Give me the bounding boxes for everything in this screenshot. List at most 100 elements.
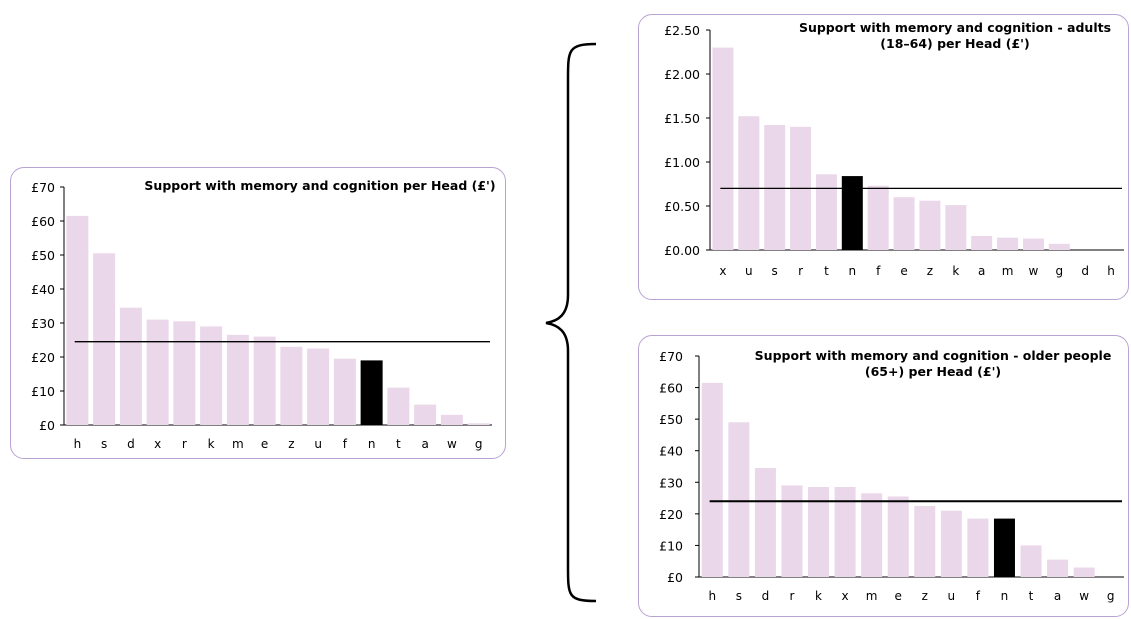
x-tick-label: t bbox=[396, 437, 401, 451]
x-tick-label: z bbox=[927, 264, 933, 278]
x-tick-label: f bbox=[976, 589, 981, 603]
x-tick-label: e bbox=[900, 264, 907, 278]
bar-d bbox=[119, 307, 142, 425]
bar-n bbox=[360, 360, 383, 425]
bar-t bbox=[815, 174, 837, 250]
bar-r bbox=[781, 485, 803, 577]
bar-e bbox=[887, 496, 909, 577]
x-tick-label: u bbox=[948, 589, 956, 603]
x-tick-label: g bbox=[1107, 589, 1115, 603]
bar-n bbox=[993, 518, 1015, 577]
y-tick-label: £60 bbox=[659, 381, 683, 396]
y-tick-label: £0 bbox=[667, 570, 683, 585]
bar-h bbox=[701, 382, 723, 577]
x-tick-label: s bbox=[772, 264, 778, 278]
x-tick-label: w bbox=[1079, 589, 1089, 603]
x-tick-label: f bbox=[343, 437, 348, 451]
bar-w bbox=[1022, 238, 1044, 250]
y-tick-label: £0.50 bbox=[664, 199, 700, 214]
bar-a bbox=[414, 404, 437, 425]
y-tick-label: £40 bbox=[659, 444, 683, 459]
bar-u bbox=[307, 348, 330, 425]
x-tick-label: n bbox=[849, 264, 857, 278]
x-tick-label: e bbox=[261, 437, 268, 451]
bar-k bbox=[808, 487, 830, 577]
x-tick-label: z bbox=[288, 437, 294, 451]
x-tick-label: k bbox=[815, 589, 822, 603]
x-tick-label: w bbox=[1029, 264, 1039, 278]
x-tick-label: r bbox=[182, 437, 187, 451]
bar-g bbox=[1048, 243, 1070, 250]
x-tick-label: x bbox=[719, 264, 726, 278]
y-tick-label: £0 bbox=[39, 418, 55, 433]
bar-x bbox=[834, 487, 856, 577]
bar-x bbox=[712, 47, 734, 250]
y-tick-label: £50 bbox=[31, 248, 55, 263]
grouping-bracket bbox=[545, 42, 597, 603]
y-tick-label: £0.00 bbox=[664, 243, 700, 258]
bar-f bbox=[333, 358, 356, 425]
bar-z bbox=[919, 200, 941, 250]
bar-s bbox=[728, 422, 750, 577]
bar-e bbox=[253, 336, 276, 425]
x-tick-label: d bbox=[1081, 264, 1089, 278]
y-tick-label: £1.50 bbox=[664, 111, 700, 126]
x-tick-label: g bbox=[1056, 264, 1064, 278]
chart-title-overall: Support with memory and cognition per He… bbox=[144, 178, 496, 193]
y-tick-label: £10 bbox=[31, 384, 55, 399]
bar-k bbox=[200, 326, 223, 425]
x-tick-label: m bbox=[866, 589, 878, 603]
bar-k bbox=[945, 205, 967, 250]
bar-t bbox=[387, 387, 410, 425]
y-tick-label: £30 bbox=[31, 316, 55, 331]
x-tick-label: k bbox=[952, 264, 959, 278]
x-tick-label: t bbox=[824, 264, 829, 278]
y-tick-label: £1.00 bbox=[664, 155, 700, 170]
x-tick-label: u bbox=[745, 264, 753, 278]
bar-m bbox=[226, 334, 249, 425]
y-tick-label: £50 bbox=[659, 412, 683, 427]
y-tick-label: £60 bbox=[31, 214, 55, 229]
x-tick-label: g bbox=[475, 437, 483, 451]
y-tick-label: £2.50 bbox=[664, 23, 700, 38]
x-tick-label: r bbox=[790, 589, 795, 603]
x-tick-label: a bbox=[421, 437, 428, 451]
bar-e bbox=[893, 197, 915, 250]
x-tick-label: k bbox=[208, 437, 215, 451]
x-tick-label: n bbox=[368, 437, 376, 451]
x-tick-label: m bbox=[1002, 264, 1014, 278]
bar-g bbox=[467, 423, 490, 425]
x-tick-label: u bbox=[314, 437, 322, 451]
bar-w bbox=[1073, 567, 1095, 577]
x-tick-label: h bbox=[1107, 264, 1115, 278]
bar-s bbox=[764, 125, 786, 250]
x-tick-label: z bbox=[922, 589, 928, 603]
y-tick-label: £20 bbox=[659, 507, 683, 522]
y-tick-label: £70 bbox=[31, 180, 55, 195]
y-tick-label: £40 bbox=[31, 282, 55, 297]
x-tick-label: x bbox=[154, 437, 161, 451]
x-tick-label: e bbox=[895, 589, 902, 603]
x-tick-label: d bbox=[127, 437, 135, 451]
bar-a bbox=[971, 235, 993, 250]
x-tick-label: h bbox=[74, 437, 82, 451]
x-tick-label: s bbox=[736, 589, 742, 603]
bar-m bbox=[861, 493, 883, 577]
y-tick-label: £10 bbox=[659, 538, 683, 553]
y-tick-label: £70 bbox=[659, 349, 683, 364]
x-tick-label: s bbox=[101, 437, 107, 451]
bar-t bbox=[1020, 545, 1042, 577]
y-tick-label: £20 bbox=[31, 350, 55, 365]
bar-u bbox=[738, 116, 760, 251]
bar-n bbox=[841, 176, 863, 250]
x-tick-label: a bbox=[1054, 589, 1061, 603]
y-tick-label: £2.00 bbox=[664, 67, 700, 82]
x-tick-label: a bbox=[978, 264, 985, 278]
bar-m bbox=[997, 237, 1019, 250]
bar-u bbox=[940, 510, 962, 577]
x-tick-label: r bbox=[798, 264, 803, 278]
x-tick-label: w bbox=[447, 437, 457, 451]
